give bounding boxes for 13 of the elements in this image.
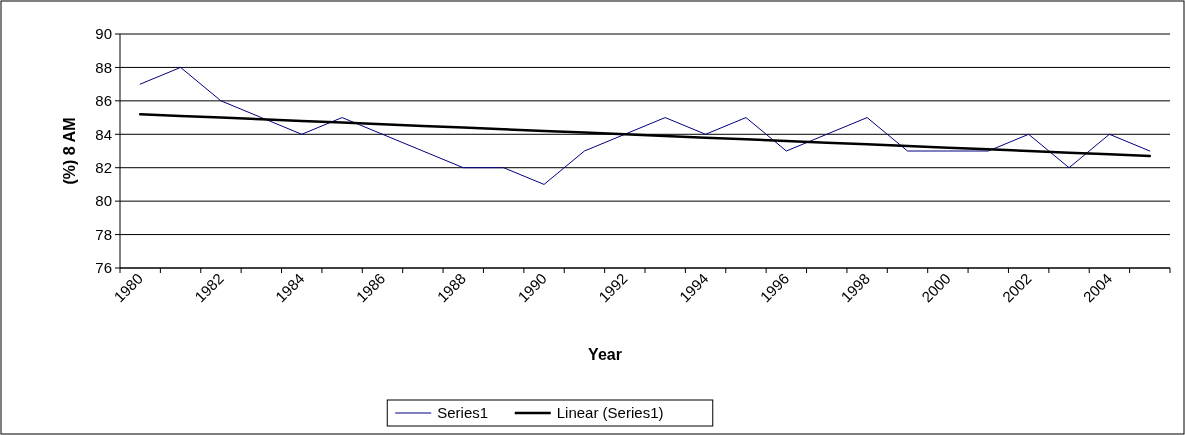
legend-label: Linear (Series1) — [556, 404, 664, 422]
x-axis-title: Year — [588, 346, 622, 363]
y-axis-title: (%) 8 AM — [61, 117, 78, 185]
y-tick-label: 82 — [95, 158, 112, 176]
y-tick-label: 86 — [95, 92, 112, 110]
legend-label: Series1 — [437, 404, 489, 422]
y-tick-label: 78 — [95, 225, 112, 243]
line-series — [139, 66, 1151, 185]
y-tick-label: 80 — [95, 192, 112, 210]
y-tick-label: 76 — [95, 259, 112, 277]
y-tick-label: 90 — [95, 25, 112, 43]
y-tick-label: 88 — [95, 58, 112, 76]
y-tick-label: 84 — [95, 125, 112, 143]
